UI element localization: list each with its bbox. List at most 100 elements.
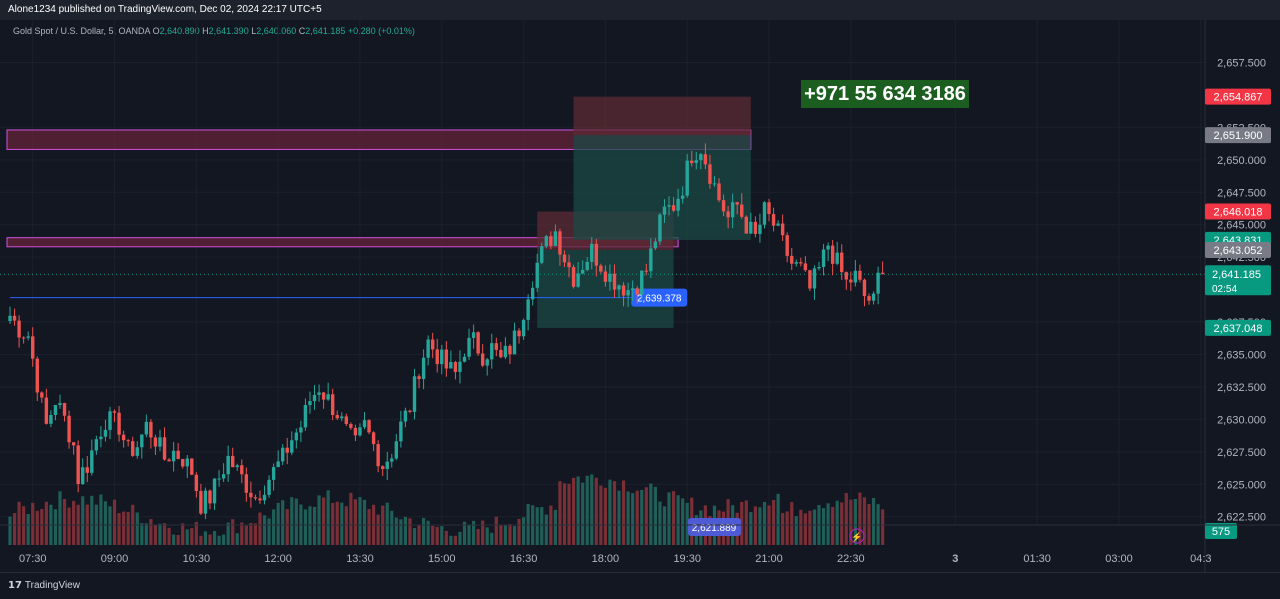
candle[interactable] <box>676 198 680 211</box>
candle[interactable] <box>576 273 580 287</box>
candle[interactable] <box>567 262 571 268</box>
candle[interactable] <box>849 279 853 283</box>
candle[interactable] <box>444 349 449 369</box>
candle[interactable] <box>426 339 430 358</box>
candle[interactable] <box>299 427 303 433</box>
candle[interactable] <box>44 397 49 424</box>
candle[interactable] <box>653 241 658 249</box>
stop-loss-zone[interactable] <box>573 96 751 136</box>
candle[interactable] <box>380 466 385 469</box>
candle[interactable] <box>176 450 180 460</box>
candle[interactable] <box>862 279 867 297</box>
candle[interactable] <box>171 450 176 462</box>
candle[interactable] <box>344 416 349 425</box>
candle[interactable] <box>540 246 544 263</box>
candle[interactable] <box>90 450 94 473</box>
candle[interactable] <box>817 266 821 269</box>
candle[interactable] <box>371 432 376 445</box>
candle[interactable] <box>835 252 839 264</box>
candle[interactable] <box>253 497 258 499</box>
candle[interactable] <box>499 349 503 358</box>
candle[interactable] <box>81 467 85 484</box>
candle[interactable] <box>267 479 271 495</box>
candle[interactable] <box>85 467 89 473</box>
candle[interactable] <box>249 492 253 498</box>
candle[interactable] <box>394 441 399 459</box>
candle[interactable] <box>708 164 712 184</box>
candle[interactable] <box>217 478 221 480</box>
candle[interactable] <box>290 440 294 453</box>
candle[interactable] <box>467 337 471 357</box>
candle[interactable] <box>580 269 585 274</box>
candle[interactable] <box>612 273 617 290</box>
candle[interactable] <box>40 392 44 398</box>
candle[interactable] <box>49 414 53 424</box>
candle[interactable] <box>794 262 798 264</box>
candle[interactable] <box>840 252 844 273</box>
candle[interactable] <box>221 474 226 479</box>
candle[interactable] <box>321 392 326 400</box>
candle[interactable] <box>726 211 730 218</box>
candle[interactable] <box>799 262 803 264</box>
candle[interactable] <box>421 357 426 379</box>
candle[interactable] <box>8 315 12 321</box>
candle[interactable] <box>440 349 444 365</box>
candle[interactable] <box>112 411 117 413</box>
candle[interactable] <box>630 288 635 291</box>
supply-zone[interactable] <box>6 237 679 248</box>
candle[interactable] <box>876 272 880 294</box>
candle[interactable] <box>767 202 771 215</box>
take-profit-zone[interactable] <box>573 135 751 240</box>
candle[interactable] <box>685 160 689 196</box>
candle[interactable] <box>103 429 108 437</box>
candle[interactable] <box>544 236 549 247</box>
candle[interactable] <box>758 224 762 234</box>
candle[interactable] <box>703 154 708 165</box>
price-chart[interactable]: 2,639.3782,621.889⚡2,657.5002,652.5002,6… <box>0 20 1280 572</box>
candle[interactable] <box>780 223 785 236</box>
candle[interactable] <box>117 412 121 435</box>
candle[interactable] <box>285 447 289 453</box>
candle[interactable] <box>271 467 276 480</box>
candle[interactable] <box>626 290 630 296</box>
candle[interactable] <box>244 474 249 493</box>
candle[interactable] <box>453 362 458 372</box>
candle[interactable] <box>358 427 362 436</box>
candle[interactable] <box>644 270 648 272</box>
candle[interactable] <box>671 205 676 211</box>
candle[interactable] <box>412 376 417 412</box>
candle[interactable] <box>435 349 439 365</box>
candle[interactable] <box>58 403 62 405</box>
candle[interactable] <box>717 183 721 201</box>
candle[interactable] <box>485 359 489 366</box>
candle[interactable] <box>740 204 744 217</box>
candle[interactable] <box>126 440 130 442</box>
candle[interactable] <box>471 332 476 338</box>
candle[interactable] <box>712 183 717 185</box>
candle[interactable] <box>553 231 558 246</box>
candle[interactable] <box>826 245 830 250</box>
candle[interactable] <box>67 415 71 443</box>
candle[interactable] <box>181 459 185 467</box>
candle[interactable] <box>335 415 339 419</box>
candle[interactable] <box>749 221 753 234</box>
candle[interactable] <box>640 270 644 295</box>
candle[interactable] <box>844 272 848 280</box>
candle[interactable] <box>326 394 330 400</box>
candle[interactable] <box>235 465 239 468</box>
candle[interactable] <box>549 236 553 246</box>
candle[interactable] <box>140 434 144 448</box>
candle[interactable] <box>449 362 453 369</box>
candle[interactable] <box>194 474 199 492</box>
lightning-icon[interactable] <box>849 528 865 544</box>
candle[interactable] <box>203 490 208 514</box>
candle[interactable] <box>167 459 171 462</box>
candle[interactable] <box>31 336 35 359</box>
candle[interactable] <box>162 437 167 460</box>
candle[interactable] <box>108 411 112 430</box>
candle[interactable] <box>721 200 726 212</box>
candle[interactable] <box>71 442 76 446</box>
candle[interactable] <box>367 420 371 433</box>
candle[interactable] <box>62 403 67 416</box>
candle[interactable] <box>621 285 626 296</box>
